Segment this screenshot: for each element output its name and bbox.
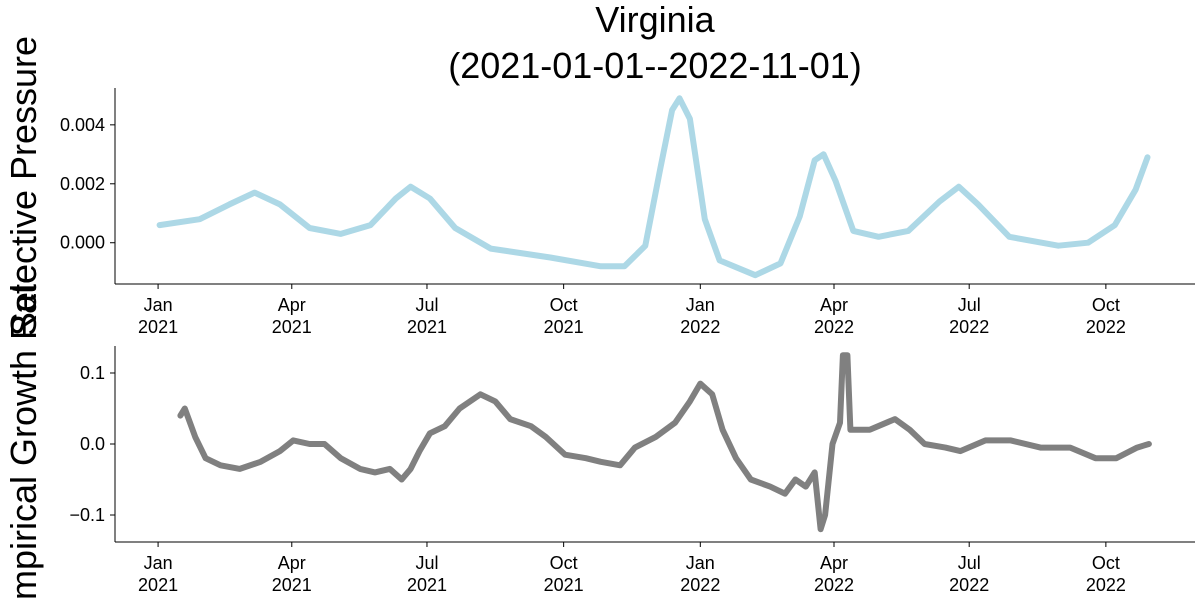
y-axis-label: Empirical Growth Rate (3, 264, 44, 600)
x-tick-label: Jul (415, 553, 438, 573)
x-tick-label: Jul (958, 295, 981, 315)
x-tick-label: Jan (686, 553, 715, 573)
x-tick-label: 2022 (814, 575, 854, 595)
y-tick-label: 0.1 (80, 363, 105, 383)
x-tick-label: 2022 (949, 575, 989, 595)
y-tick-label: 0.000 (60, 233, 105, 253)
x-tick-label: 2021 (272, 317, 312, 337)
x-tick-label: Oct (1092, 295, 1120, 315)
chart-title: (2021-01-01--2022-11-01) (448, 45, 862, 86)
y-tick-label: 0.004 (60, 115, 105, 135)
x-tick-label: 2022 (1086, 317, 1126, 337)
x-tick-label: Jul (958, 553, 981, 573)
x-tick-label: 2021 (138, 575, 178, 595)
x-tick-label: 2022 (680, 317, 720, 337)
x-tick-label: 2022 (814, 317, 854, 337)
series-line (156, 95, 1151, 279)
x-tick-label: Apr (820, 295, 848, 315)
x-tick-label: 2021 (272, 575, 312, 595)
x-tick-label: 2021 (138, 317, 178, 337)
x-tick-label: 2021 (544, 317, 584, 337)
x-tick-label: 2021 (544, 575, 584, 595)
x-tick-label: Apr (278, 553, 306, 573)
x-tick-label: Apr (820, 553, 848, 573)
y-axis-label: Selective Pressure (3, 36, 44, 336)
x-tick-label: 2022 (680, 575, 720, 595)
x-tick-label: Jul (415, 295, 438, 315)
x-tick-label: Apr (278, 295, 306, 315)
x-tick-label: 2021 (407, 317, 447, 337)
x-tick-label: Jan (686, 295, 715, 315)
x-tick-label: 2022 (949, 317, 989, 337)
x-tick-label: 2022 (1086, 575, 1126, 595)
x-tick-label: Oct (550, 553, 578, 573)
x-tick-label: Jan (144, 295, 173, 315)
x-tick-label: 2021 (407, 575, 447, 595)
y-tick-label: 0.0 (80, 434, 105, 454)
x-tick-label: Oct (1092, 553, 1120, 573)
x-tick-label: Jan (144, 553, 173, 573)
y-tick-label: 0.002 (60, 174, 105, 194)
y-tick-label: −0.1 (69, 505, 105, 525)
series-line (177, 352, 1152, 533)
chart-title: Virginia (595, 0, 715, 40)
x-tick-label: Oct (550, 295, 578, 315)
